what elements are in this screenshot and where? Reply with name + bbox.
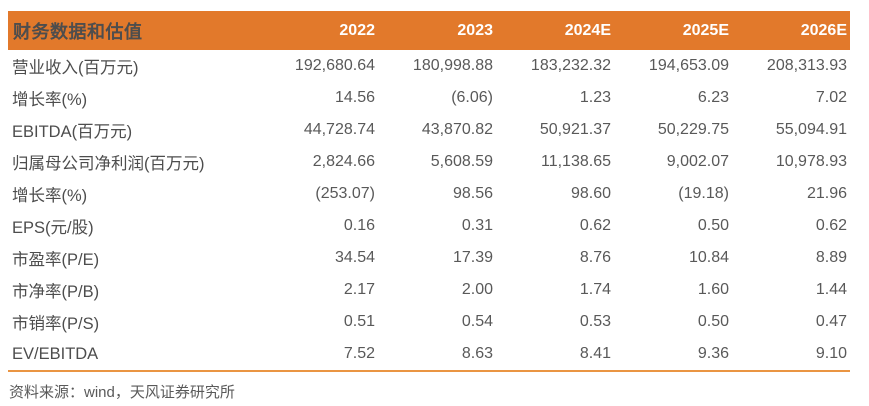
column-header: 2025E [682,21,729,39]
table-row: 营业收入(百万元) 192,680.64 180,998.88 183,232.32 1… [8,50,850,82]
row-value: 14.56 [334,89,375,106]
table-row: 增长率(%) 14.56 (6.06) 1.23 6.23 7.02 [8,82,850,114]
row-value: 0.16 [343,217,375,234]
row-value: 0.62 [579,217,611,234]
row-label: 营业收入(百万元) [12,59,139,77]
row-label: EBITDA(百万元) [12,123,133,141]
row-value: 43,870.82 [421,121,493,138]
row-value: 21.96 [806,185,847,202]
row-value: 8.76 [579,249,611,266]
row-label: 增长率(%) [12,187,88,205]
table-title: 财务数据和估值 [13,21,143,42]
row-value: 8.63 [461,345,493,362]
row-value: 2.17 [343,281,375,298]
table-row: EV/EBITDA 7.52 8.63 8.41 9.36 9.10 [8,338,850,370]
row-value: 11,138.65 [541,153,611,170]
row-label: 归属母公司净利润(百万元) [12,155,205,173]
row-value: 1.44 [815,281,847,298]
row-label: 增长率(%) [12,91,88,109]
row-value: 2,824.66 [312,153,375,170]
row-value: 50,921.37 [539,121,611,138]
table-header-row: 财务数据和估值 2022 2023 2024E 2025E 2026E [8,11,850,50]
column-header: 2024E [564,21,611,39]
row-label: 市净率(P/B) [12,283,100,301]
row-value: 7.52 [343,345,375,362]
row-value: 34.54 [334,249,375,266]
row-value: (6.06) [451,89,493,106]
row-value: 0.53 [579,313,611,330]
row-value: 2.00 [461,281,493,298]
financial-data-table: 财务数据和估值 2022 2023 2024E 2025E 2026E 营业收入(百万元… [8,11,850,372]
row-value: 8.41 [579,345,611,362]
row-value: 55,094.91 [775,121,847,138]
row-value: (253.07) [315,185,375,202]
row-value: 44,728.74 [303,121,375,138]
column-header: 2026E [800,21,847,39]
row-value: 192,680.64 [294,57,375,74]
row-value: 1.74 [579,281,611,298]
table-row: 市盈率(P/E) 34.54 17.39 8.76 10.84 8.89 [8,242,850,274]
row-value: 183,232.32 [530,57,611,74]
table-body: 营业收入(百万元) 192,680.64 180,998.88 183,232.32 1… [8,50,850,370]
row-value: 9.36 [697,345,729,362]
row-value: 10,978.93 [775,153,847,170]
row-label: EV/EBITDA [12,344,99,363]
row-value: 8.89 [815,249,847,266]
row-value: 9,002.07 [666,153,729,170]
row-value: 5,608.59 [430,153,493,170]
column-header: 2022 [339,21,375,39]
table-row: EPS(元/股) 0.16 0.31 0.62 0.50 0.62 [8,210,850,242]
row-value: 7.02 [815,89,847,106]
row-value: 0.51 [343,313,375,330]
row-value: 0.62 [815,217,847,234]
row-value: 194,653.09 [648,57,729,74]
row-value: 50,229.75 [657,121,729,138]
row-value: 0.50 [697,217,729,234]
table-bottom-rule [8,370,850,372]
row-value: 17.39 [452,249,493,266]
table-row: 增长率(%) (253.07) 98.56 98.60 (19.18) 21.96 [8,178,850,210]
row-value: 1.60 [697,281,729,298]
row-value: 0.47 [815,313,847,330]
row-value: 10.84 [688,249,729,266]
row-value: 180,998.88 [412,57,493,74]
row-label: 市销率(P/S) [12,315,100,333]
row-value: 1.23 [579,89,611,106]
row-label: 市盈率(P/E) [12,251,100,269]
row-value: 0.50 [697,313,729,330]
row-value: 6.23 [697,89,729,106]
row-value: (19.18) [678,185,729,202]
table-row: 归属母公司净利润(百万元) 2,824.66 5,608.59 11,138.65 9,… [8,146,850,178]
row-value: 98.60 [570,185,611,202]
column-header: 2023 [457,21,493,39]
table-row: 市净率(P/B) 2.17 2.00 1.74 1.60 1.44 [8,274,850,306]
row-value: 0.31 [461,217,493,234]
row-label: EPS(元/股) [12,219,94,237]
row-value: 0.54 [461,313,493,330]
row-value: 9.10 [815,345,847,362]
table-row: EBITDA(百万元) 44,728.74 43,870.82 50,921.37 50… [8,114,850,146]
data-source-note: 资料来源：wind，天风证券研究所 [9,384,235,401]
row-value: 98.56 [452,185,493,202]
row-value: 208,313.93 [766,57,847,74]
table-row: 市销率(P/S) 0.51 0.54 0.53 0.50 0.47 [8,306,850,338]
